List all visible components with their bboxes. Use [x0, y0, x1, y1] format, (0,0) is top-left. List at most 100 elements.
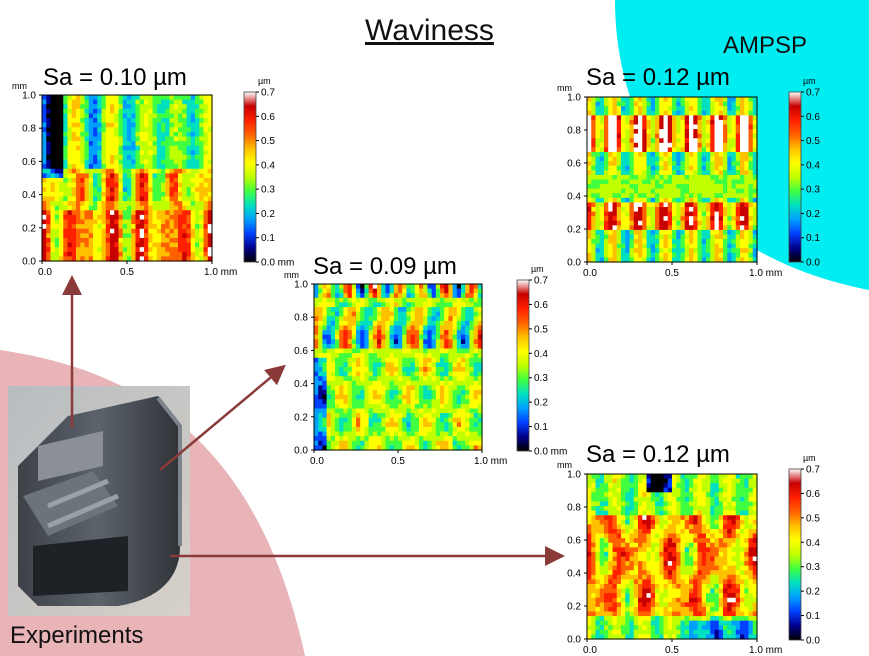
- heatmap-cell: [110, 256, 115, 262]
- heatmap-cell: [608, 234, 614, 240]
- heatmap-cell: [110, 127, 115, 133]
- heatmap-cell: [697, 216, 703, 222]
- heatmap-cell: [676, 510, 682, 516]
- heatmap-cell: [364, 293, 370, 299]
- heatmap-cell: [718, 119, 724, 126]
- heatmap-cell: [693, 174, 699, 181]
- heatmap-cell: [101, 187, 107, 193]
- heatmap-cell: [84, 233, 90, 239]
- heatmap-cell: [364, 339, 370, 345]
- heatmap-cell: [625, 515, 631, 521]
- heatmap-cell: [723, 492, 728, 498]
- heatmap-cell: [667, 496, 673, 503]
- heatmap-cell: [667, 129, 673, 135]
- heatmap-cell: [178, 104, 183, 110]
- heatmap-cell: [54, 104, 60, 110]
- heatmap-cell: [335, 380, 340, 387]
- heatmap-cell: [122, 187, 128, 193]
- heatmap-cell: [431, 284, 437, 290]
- heatmap-cell: [67, 205, 73, 211]
- heatmap-cell: [650, 519, 656, 526]
- heatmap-cell: [608, 533, 614, 539]
- heatmap-cell: [735, 129, 741, 135]
- heatmap-cell: [406, 316, 412, 322]
- heatmap-cell: [402, 284, 407, 290]
- heatmap-cell: [452, 293, 458, 299]
- heatmap-cell: [326, 403, 332, 410]
- heatmap-cell: [402, 320, 407, 327]
- heatmap-cell: [625, 115, 631, 121]
- heatmap-cell: [156, 237, 162, 244]
- heatmap-cell: [122, 201, 128, 207]
- heatmap-cell: [706, 211, 711, 217]
- heatmap-cell: [165, 168, 171, 174]
- heatmap-cell: [398, 376, 403, 382]
- heatmap-cell: [427, 413, 433, 419]
- heatmap-cell: [122, 196, 128, 202]
- heatmap-cell: [118, 256, 124, 262]
- heatmap-cell: [595, 492, 601, 498]
- heatmap-cell: [423, 288, 428, 294]
- heatmap-cell: [431, 371, 437, 377]
- heatmap-cell: [46, 136, 52, 142]
- heatmap-cell: [190, 214, 196, 221]
- heatmap-cell: [469, 436, 475, 442]
- heatmap-cell: [195, 233, 200, 239]
- heatmap-cell: [667, 188, 673, 194]
- heatmap-cell: [608, 225, 614, 231]
- heatmap-cell: [42, 256, 47, 262]
- heatmap-cell: [633, 492, 639, 498]
- heatmap-cell: [364, 445, 370, 451]
- colorbar-tick-label: 0.1: [261, 233, 275, 244]
- heatmap-cell: [156, 168, 162, 174]
- heatmap-cell: [393, 403, 399, 410]
- heatmap-cell: [740, 179, 745, 185]
- heatmap-cell: [452, 390, 458, 396]
- heatmap-cell: [599, 115, 605, 121]
- heatmap-cell: [595, 234, 601, 240]
- heatmap-cell: [706, 202, 711, 208]
- heatmap-cell: [473, 367, 479, 373]
- heatmap-cell: [752, 179, 758, 185]
- heatmap-cell: [322, 367, 328, 373]
- heatmap-cell: [642, 506, 648, 512]
- heatmap-cell: [54, 122, 60, 128]
- heatmap-cell: [330, 284, 336, 290]
- heatmap-cell: [752, 197, 758, 204]
- heatmap-cell: [190, 201, 196, 207]
- heatmap-cell: [599, 487, 605, 493]
- heatmap-cell: [63, 196, 69, 202]
- heatmap-cell: [448, 436, 454, 442]
- heatmap-cell: [377, 431, 382, 437]
- heatmap-cell: [444, 413, 449, 419]
- heatmap-cell: [629, 165, 635, 171]
- heatmap-cell: [621, 193, 626, 199]
- heatmap-cell: [655, 184, 660, 190]
- heatmap-cell: [710, 165, 716, 171]
- heatmap-cell: [473, 399, 479, 405]
- heatmap-cell: [335, 311, 340, 317]
- heatmap-cell: [752, 207, 758, 213]
- heatmap-cell: [398, 431, 403, 437]
- heatmap-cell: [621, 179, 626, 185]
- heatmap-cell: [186, 247, 192, 253]
- heatmap-cell: [76, 219, 81, 225]
- heatmap-cell: [591, 147, 597, 153]
- heatmap-cell: [71, 228, 77, 234]
- heatmap-cell: [314, 357, 319, 363]
- heatmap-cell: [697, 142, 703, 149]
- heatmap-cell: [389, 431, 395, 437]
- heatmap-cell: [71, 247, 77, 253]
- heatmap-cell: [139, 196, 145, 202]
- heatmap-cell: [339, 343, 344, 350]
- heatmap-cell: [642, 496, 648, 503]
- heatmap-cell: [347, 307, 353, 313]
- heatmap-cell: [131, 178, 137, 184]
- heatmap-cell: [723, 257, 728, 263]
- heatmap-cell: [156, 247, 162, 253]
- heatmap-cell: [612, 115, 618, 121]
- heatmap-cell: [414, 408, 420, 414]
- heatmap-cell: [326, 343, 332, 350]
- heatmap-cell: [110, 224, 115, 230]
- heatmap-cell: [646, 524, 652, 530]
